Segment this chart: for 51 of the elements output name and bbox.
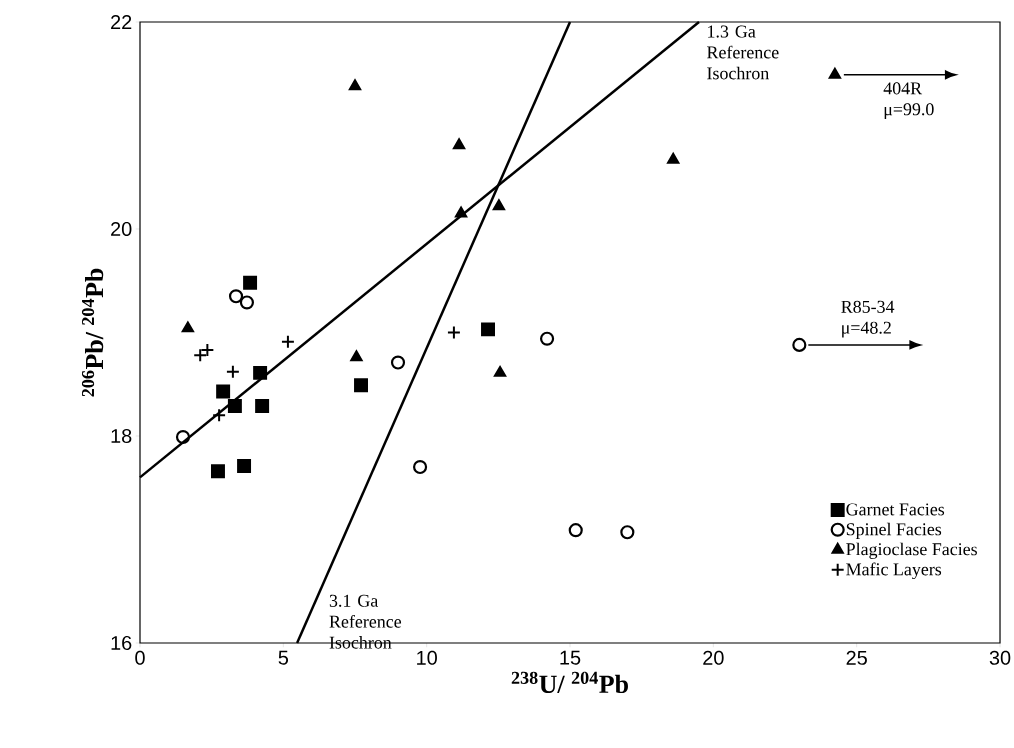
y-tick-label: 22 <box>111 15 132 29</box>
legend-label: Garnet Facies <box>846 503 945 516</box>
y-tick-label: 18 <box>111 428 132 444</box>
point <box>454 206 468 218</box>
point <box>280 334 295 349</box>
point <box>211 464 225 479</box>
point <box>253 365 268 380</box>
point <box>225 364 240 379</box>
x-tick-label: 10 <box>417 650 437 665</box>
point <box>493 365 507 377</box>
x-tick-label: 30 <box>989 650 1011 665</box>
point <box>350 350 363 362</box>
point <box>452 138 466 150</box>
point <box>413 459 428 475</box>
point <box>175 429 191 445</box>
x-tick-label: 5 <box>278 650 289 665</box>
legend-label: Mafic Layers <box>846 562 942 580</box>
point <box>237 459 252 473</box>
annotation: R85-34 μ=48.2 <box>841 300 895 338</box>
x-tick-label: 0 <box>135 650 145 665</box>
annotation: 3.1 Ga Reference Isochron <box>329 594 402 649</box>
point <box>828 67 842 79</box>
point <box>239 295 255 310</box>
point <box>227 399 242 413</box>
x-axis-title: $^{238}$U/ $^{204}$Pb <box>511 671 628 694</box>
point <box>181 321 195 333</box>
point <box>492 199 506 211</box>
point <box>390 355 406 370</box>
legend-label: Plagioclase Facies <box>846 542 977 559</box>
y-tick-label: 20 <box>111 221 132 237</box>
point <box>255 399 270 413</box>
point <box>446 325 461 340</box>
legend-label: Spinel Facies <box>846 522 942 540</box>
x-tick-label: 15 <box>560 650 581 665</box>
annotation: 1.3 Ga Reference Isochron <box>707 25 779 80</box>
y-tick-label: 16 <box>111 635 132 651</box>
point <box>539 331 555 346</box>
point <box>568 523 583 538</box>
point <box>193 348 208 363</box>
x-tick-label: 20 <box>703 650 724 665</box>
annotation: 404R μ=99.0 <box>883 82 934 119</box>
point <box>481 322 495 337</box>
point <box>243 275 258 290</box>
x-tick-label: 25 <box>846 650 867 665</box>
point <box>228 289 244 304</box>
point <box>667 152 680 164</box>
point <box>354 378 368 393</box>
point <box>620 525 635 540</box>
point <box>348 79 362 91</box>
y-axis-title: $^{206}$Pb/ $^{204}$Pb <box>81 268 104 397</box>
point <box>216 384 231 399</box>
